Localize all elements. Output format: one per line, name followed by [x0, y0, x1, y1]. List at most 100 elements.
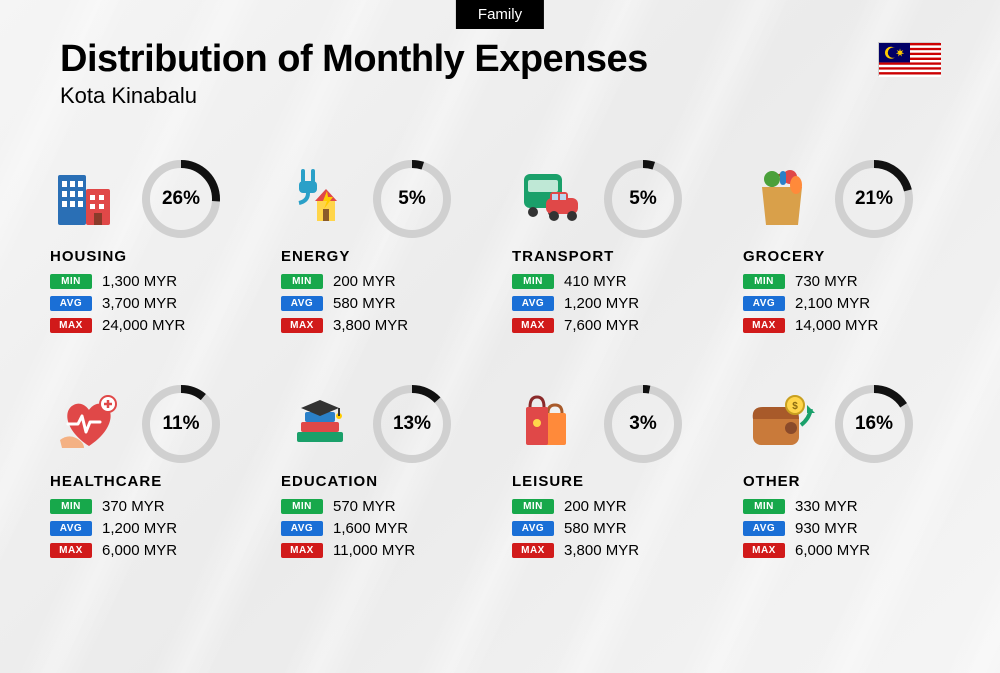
category-name: TRANSPORT — [512, 248, 719, 265]
avg-badge: AVG — [50, 296, 92, 311]
avg-badge: AVG — [281, 296, 323, 311]
category-stats: MIN 1,300 MYR AVG 3,700 MYR MAX 24,000 M… — [50, 273, 257, 334]
expense-card-healthcare: 11% HEALTHCARE MIN 370 MYR AVG 1,200 MYR… — [50, 385, 257, 564]
stat-row-avg: AVG 580 MYR — [512, 520, 719, 537]
category-stats: MIN 730 MYR AVG 2,100 MYR MAX 14,000 MYR — [743, 273, 950, 334]
percentage-donut: 3% — [604, 385, 682, 463]
leisure-icon — [512, 385, 590, 463]
stat-row-avg: AVG 1,200 MYR — [50, 520, 257, 537]
max-value: 6,000 MYR — [102, 542, 177, 559]
max-badge: MAX — [512, 318, 554, 333]
percentage-donut: 16% — [835, 385, 913, 463]
stat-row-max: MAX 3,800 MYR — [281, 317, 488, 334]
max-value: 3,800 MYR — [333, 317, 408, 334]
expense-card-transport: 5% TRANSPORT MIN 410 MYR AVG 1,200 MYR M… — [512, 160, 719, 339]
expense-card-energy: 5% ENERGY MIN 200 MYR AVG 580 MYR MAX 3,… — [281, 160, 488, 339]
category-name: OTHER — [743, 473, 950, 490]
max-badge: MAX — [512, 543, 554, 558]
avg-value: 930 MYR — [795, 520, 858, 537]
percentage-value: 26% — [142, 160, 220, 238]
max-badge: MAX — [50, 543, 92, 558]
min-badge: MIN — [281, 499, 323, 514]
other-icon: $ — [743, 385, 821, 463]
min-value: 570 MYR — [333, 498, 396, 515]
stat-row-max: MAX 7,600 MYR — [512, 317, 719, 334]
stat-row-max: MAX 11,000 MYR — [281, 542, 488, 559]
avg-value: 1,600 MYR — [333, 520, 408, 537]
healthcare-icon — [50, 385, 128, 463]
page-subtitle: Kota Kinabalu — [60, 83, 940, 109]
stat-row-min: MIN 200 MYR — [512, 498, 719, 515]
percentage-donut: 5% — [604, 160, 682, 238]
avg-badge: AVG — [743, 521, 785, 536]
expense-card-grocery: 21% GROCERY MIN 730 MYR AVG 2,100 MYR MA… — [743, 160, 950, 339]
min-value: 330 MYR — [795, 498, 858, 515]
max-badge: MAX — [50, 318, 92, 333]
avg-value: 1,200 MYR — [564, 295, 639, 312]
expense-grid: 26% HOUSING MIN 1,300 MYR AVG 3,700 MYR … — [50, 160, 950, 564]
expense-card-education: 13% EDUCATION MIN 570 MYR AVG 1,600 MYR … — [281, 385, 488, 564]
percentage-value: 3% — [604, 385, 682, 463]
avg-value: 2,100 MYR — [795, 295, 870, 312]
malaysia-flag-icon — [878, 42, 940, 76]
min-value: 370 MYR — [102, 498, 165, 515]
transport-icon — [512, 160, 590, 238]
stat-row-min: MIN 200 MYR — [281, 273, 488, 290]
svg-text:$: $ — [792, 401, 798, 412]
max-value: 7,600 MYR — [564, 317, 639, 334]
category-stats: MIN 570 MYR AVG 1,600 MYR MAX 11,000 MYR — [281, 498, 488, 559]
min-value: 1,300 MYR — [102, 273, 177, 290]
stat-row-min: MIN 410 MYR — [512, 273, 719, 290]
min-value: 410 MYR — [564, 273, 627, 290]
max-badge: MAX — [281, 543, 323, 558]
stat-row-min: MIN 730 MYR — [743, 273, 950, 290]
expense-card-leisure: 3% LEISURE MIN 200 MYR AVG 580 MYR MAX 3… — [512, 385, 719, 564]
max-value: 6,000 MYR — [795, 542, 870, 559]
stat-row-avg: AVG 3,700 MYR — [50, 295, 257, 312]
header: Distribution of Monthly Expenses Kota Ki… — [60, 38, 940, 109]
percentage-value: 5% — [604, 160, 682, 238]
avg-badge: AVG — [281, 521, 323, 536]
percentage-value: 11% — [142, 385, 220, 463]
category-stats: MIN 330 MYR AVG 930 MYR MAX 6,000 MYR — [743, 498, 950, 559]
min-badge: MIN — [743, 499, 785, 514]
min-badge: MIN — [512, 499, 554, 514]
stat-row-max: MAX 6,000 MYR — [743, 542, 950, 559]
grocery-icon — [743, 160, 821, 238]
stat-row-max: MAX 14,000 MYR — [743, 317, 950, 334]
stat-row-avg: AVG 1,200 MYR — [512, 295, 719, 312]
max-badge: MAX — [743, 318, 785, 333]
stat-row-avg: AVG 580 MYR — [281, 295, 488, 312]
percentage-value: 21% — [835, 160, 913, 238]
percentage-donut: 21% — [835, 160, 913, 238]
page-title: Distribution of Monthly Expenses — [60, 38, 940, 81]
energy-icon — [281, 160, 359, 238]
max-value: 24,000 MYR — [102, 317, 185, 334]
avg-value: 3,700 MYR — [102, 295, 177, 312]
max-value: 3,800 MYR — [564, 542, 639, 559]
max-value: 14,000 MYR — [795, 317, 878, 334]
stat-row-min: MIN 570 MYR — [281, 498, 488, 515]
stat-row-avg: AVG 930 MYR — [743, 520, 950, 537]
avg-badge: AVG — [743, 296, 785, 311]
min-badge: MIN — [743, 274, 785, 289]
expense-card-other: $ 16% OTHER MIN 330 MYR AVG — [743, 385, 950, 564]
min-badge: MIN — [512, 274, 554, 289]
stat-row-max: MAX 6,000 MYR — [50, 542, 257, 559]
avg-value: 1,200 MYR — [102, 520, 177, 537]
category-tag: Family — [456, 0, 544, 29]
max-badge: MAX — [281, 318, 323, 333]
percentage-value: 5% — [373, 160, 451, 238]
min-badge: MIN — [50, 499, 92, 514]
category-name: HEALTHCARE — [50, 473, 257, 490]
stat-row-min: MIN 370 MYR — [50, 498, 257, 515]
stat-row-min: MIN 330 MYR — [743, 498, 950, 515]
min-badge: MIN — [281, 274, 323, 289]
category-stats: MIN 370 MYR AVG 1,200 MYR MAX 6,000 MYR — [50, 498, 257, 559]
percentage-donut: 13% — [373, 385, 451, 463]
percentage-donut: 26% — [142, 160, 220, 238]
category-name: EDUCATION — [281, 473, 488, 490]
stat-row-max: MAX 24,000 MYR — [50, 317, 257, 334]
avg-value: 580 MYR — [333, 295, 396, 312]
stat-row-avg: AVG 1,600 MYR — [281, 520, 488, 537]
